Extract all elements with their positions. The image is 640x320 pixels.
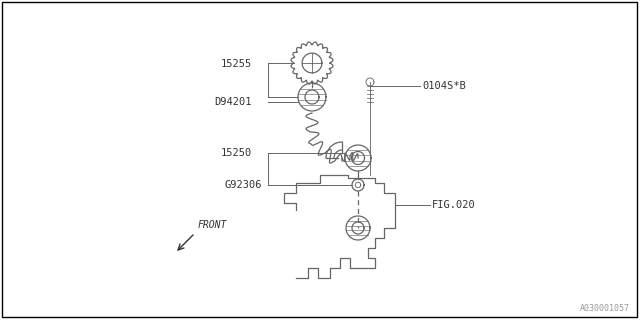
Text: FIG.020: FIG.020 <box>432 200 476 210</box>
Text: 15255: 15255 <box>221 59 252 69</box>
Text: 15250: 15250 <box>221 148 252 158</box>
Text: G92306: G92306 <box>225 180 262 190</box>
Text: FRONT: FRONT <box>198 220 227 230</box>
Text: D94201: D94201 <box>214 97 252 107</box>
Text: 0104S*B: 0104S*B <box>422 81 466 91</box>
Text: A030001057: A030001057 <box>580 304 630 313</box>
